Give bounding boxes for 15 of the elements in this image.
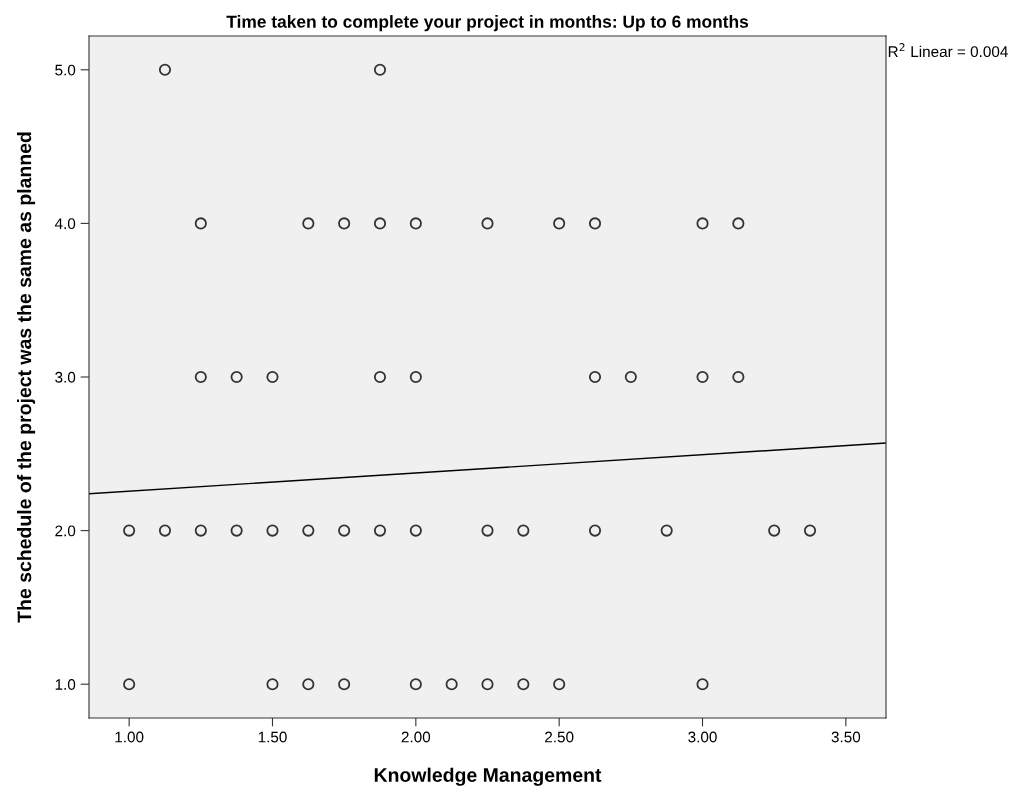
x-tick-label: 2.50 (545, 731, 574, 743)
y-axis-title: The schedule of the project was the same as planned (17, 132, 36, 623)
x-tick-label: 3.00 (688, 731, 717, 743)
chart-title: Time taken to complete your project in months: Up to 6 months (226, 15, 749, 32)
y-tick-label: 2.0 (55, 525, 76, 537)
x-tick-label: 2.00 (401, 731, 431, 743)
y-tick-label: 1.0 (55, 679, 76, 690)
y-tick-label: 3.0 (55, 371, 76, 383)
text: R$^{2}$ Linear = 0.004 (888, 43, 1008, 58)
y-tick-label: 5.0 (55, 64, 76, 76)
y-tick-label: 4.0 (54, 218, 76, 230)
x-tick-label: 1.50 (258, 731, 287, 743)
x-axis-title: Knowledge Management (374, 767, 602, 786)
x-tick-label: 1.00 (115, 731, 144, 743)
x-tick-label: 3.50 (831, 731, 861, 743)
